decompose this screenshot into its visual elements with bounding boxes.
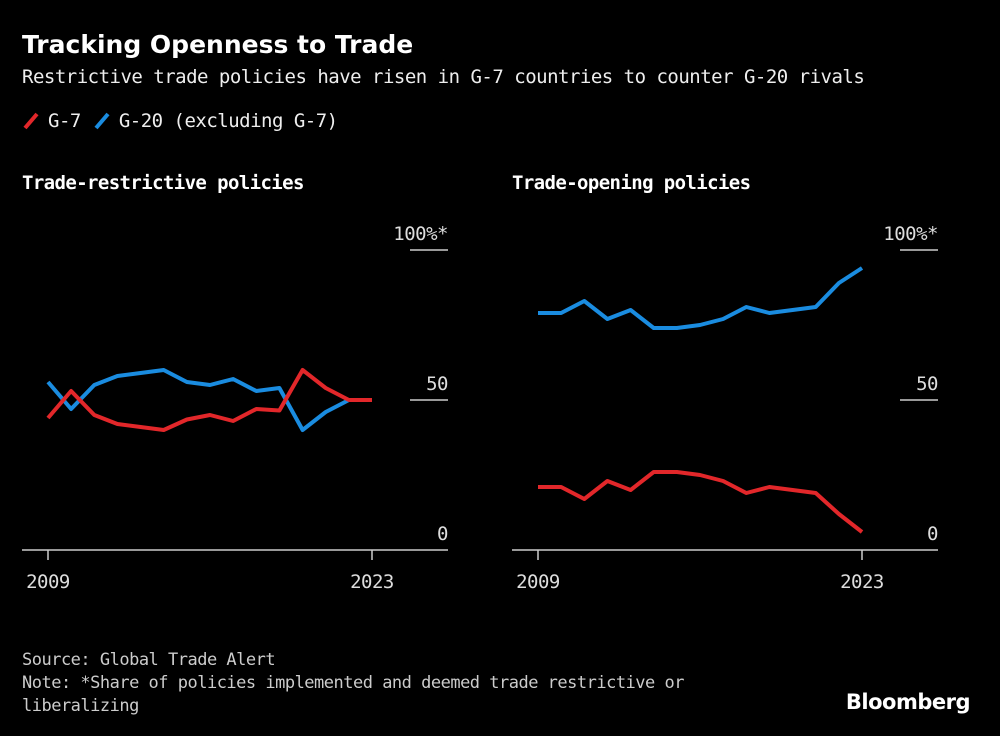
legend-label-g20: G-20 (excluding G-7) [118,110,338,132]
x-tick-label: 2023 [350,571,394,593]
legend: G-7 G-20 (excluding G-7) [22,110,338,132]
y-tick-label: 100%* [393,223,448,245]
x-tick-label: 2009 [26,571,70,593]
y-tick-label: 0 [437,523,448,545]
bloomberg-logo: Bloomberg [845,690,971,714]
y-tick-label: 50 [426,373,448,395]
note-text: Note: *Share of policies implemented and… [22,673,684,693]
series-line-g20 [538,266,864,330]
x-tick-label: 2009 [516,571,560,593]
source-text: Source: Global Trade Alert [22,650,276,670]
series-line-g20 [46,368,372,432]
panel-title-opening: Trade-opening policies [512,172,751,194]
series-line-g7 [46,368,372,432]
y-tick-label: 100%* [883,223,938,245]
series-line-g7 [538,470,864,534]
note-text-2: liberalizing [22,696,139,716]
y-tick-label: 50 [916,373,938,395]
x-tick-label: 2023 [840,571,884,593]
legend-label-g7: G-7 [48,110,81,132]
legend-swatch-g20 [94,112,110,130]
chart-title: Tracking Openness to Trade [22,30,414,59]
panel-title-restrictive: Trade-restrictive policies [22,172,304,194]
legend-swatch-g7 [23,112,39,130]
chart-subtitle: Restrictive trade policies have risen in… [22,66,865,88]
y-tick-label: 0 [927,523,938,545]
